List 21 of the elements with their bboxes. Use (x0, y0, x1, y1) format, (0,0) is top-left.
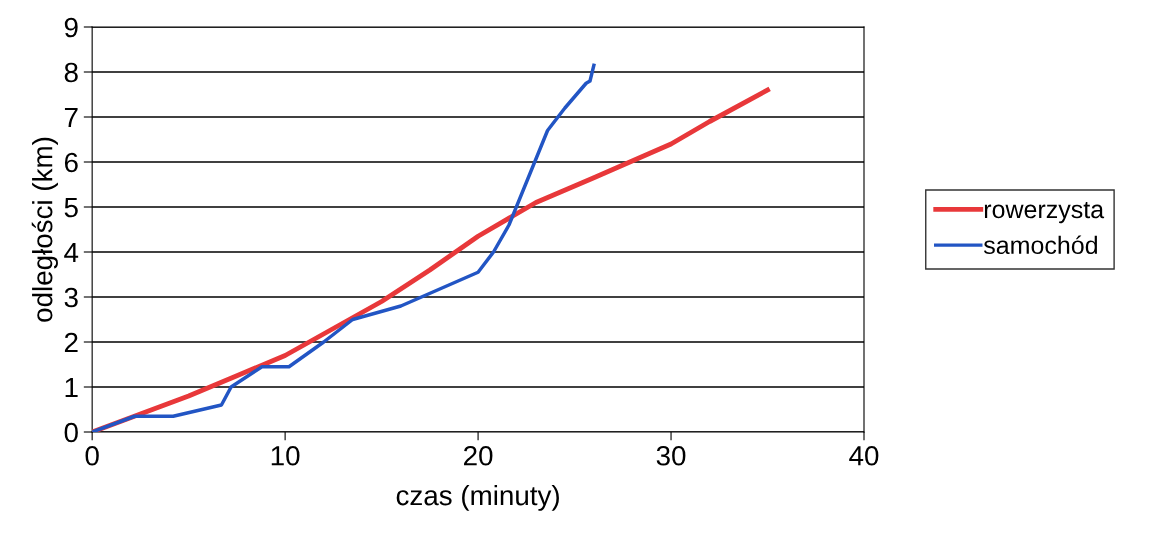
y-tick-label: 6 (64, 152, 78, 173)
legend-label: samochód (983, 235, 1097, 255)
line-series (92, 87, 770, 432)
y-tick-label: 2 (64, 332, 78, 353)
x-tick-label: 10 (271, 445, 300, 466)
y-tick-label: 8 (64, 62, 78, 83)
y-tick-label: 0 (64, 422, 78, 443)
y-tick-label: 4 (64, 242, 79, 263)
y-tick-label: 3 (64, 287, 78, 308)
y-axis-title: odległości (km) (31, 137, 58, 322)
y-tick-label: 1 (65, 377, 78, 398)
y-tick-label: 5 (64, 197, 78, 218)
y-tick-label: 9 (64, 17, 78, 38)
x-tick-label: 30 (656, 445, 686, 466)
line-series (92, 63, 596, 432)
x-axis-title: czas (minuty) (396, 484, 559, 511)
y-tick-label: 7 (64, 107, 78, 128)
legend-label: rowerzysta (984, 201, 1105, 224)
x-tick-label: 0 (85, 445, 99, 466)
x-tick-label: 40 (849, 445, 879, 466)
x-tick-label: 20 (464, 445, 493, 466)
